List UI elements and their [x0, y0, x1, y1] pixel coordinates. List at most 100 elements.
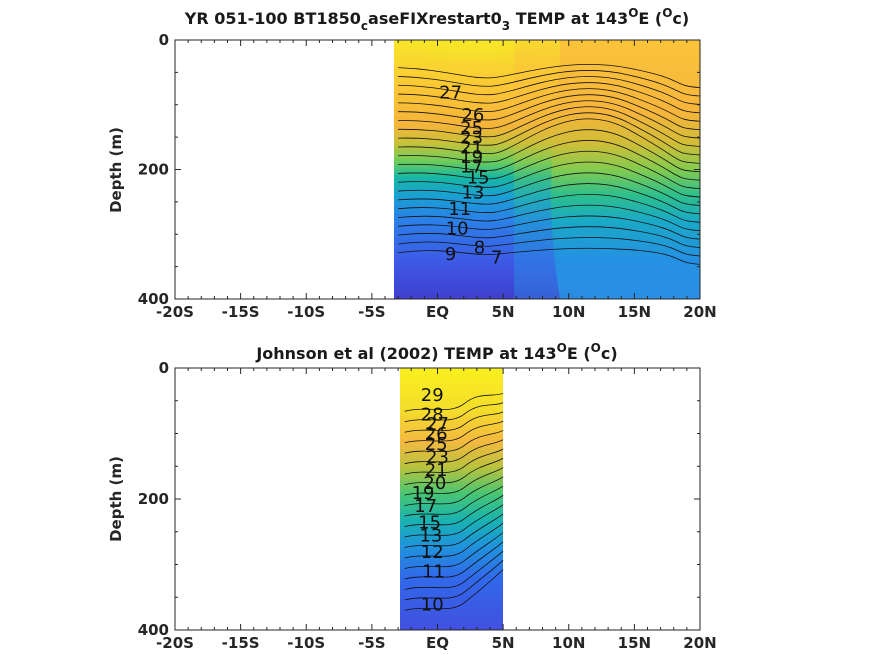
isotherm-line — [398, 140, 700, 181]
contour-label: 9 — [445, 244, 456, 265]
isotherm-line — [404, 569, 504, 611]
contour-label: 11 — [422, 562, 445, 583]
isotherm-line — [404, 467, 504, 496]
x-tick-label: -10S — [287, 303, 325, 321]
contour-label: 17 — [414, 496, 437, 517]
field-obs — [400, 368, 503, 630]
title-mid: aseFIXrestart0 — [368, 9, 502, 28]
contour-label: 23 — [426, 447, 449, 468]
title-end: c) — [672, 9, 689, 28]
contour-lines-top — [398, 64, 700, 265]
x-tick-label: 15N — [618, 303, 651, 321]
isotherm-line — [398, 118, 700, 164]
contour-label: 23 — [460, 128, 483, 149]
x-tick-label: 5N — [492, 634, 515, 652]
contour-label: 12 — [421, 542, 444, 563]
contour-label: 26 — [461, 105, 484, 126]
title-main: Johnson et al (2002) TEMP at 143 — [255, 344, 556, 363]
x-tick-label: -5S — [358, 634, 385, 652]
x-tick-label: -15S — [222, 634, 260, 652]
contour-label: 26 — [425, 424, 448, 445]
isotherm-line — [398, 129, 700, 173]
y-tick-label: 0 — [159, 31, 169, 49]
y-axis-label-top: Depth (m) — [107, 127, 125, 213]
y-tick-label: 0 — [159, 359, 169, 377]
isotherm-line — [398, 70, 700, 97]
isotherm-line — [404, 411, 504, 433]
y-tick-label: 200 — [138, 490, 169, 508]
isotherm-line — [404, 550, 504, 590]
isotherm-line — [398, 161, 700, 198]
isotherm-line — [398, 172, 700, 206]
title-tail: TEMP at 143 — [510, 9, 628, 28]
panel-bottom-title: Johnson et al (2002) TEMP at 143OE (Oc) — [255, 341, 617, 363]
isotherm-line — [404, 430, 504, 454]
panel-top-title: YR 051-100 BT1850caseFIXrestart03 TEMP a… — [184, 6, 689, 33]
x-tick-label: 20N — [683, 303, 716, 321]
isotherm-line — [398, 94, 700, 131]
x-tick-label: -20S — [156, 634, 194, 652]
isotherm-line — [404, 476, 504, 507]
isotherm-line — [404, 504, 504, 538]
axis-ticks-top: -20S -15S -10S -5S EQ 5N 10N 15N 20N 0 200 400 — [138, 31, 717, 321]
contour-label: 28 — [421, 404, 444, 425]
title-mid2: E ( — [638, 9, 662, 28]
x-tick-label: -20S — [156, 303, 194, 321]
panel-bottom: Johnson et al (2002) TEMP at 143OE (Oc) … — [107, 341, 717, 652]
x-tick-label: -5S — [358, 303, 385, 321]
contour-label: 19 — [412, 483, 435, 504]
isotherm-line — [404, 457, 504, 486]
isotherm-line — [398, 64, 700, 89]
isotherm-line — [398, 82, 700, 114]
isotherm-line — [404, 560, 504, 601]
y-tick-label: 400 — [138, 621, 169, 639]
isotherm-line — [398, 100, 700, 139]
title-main: YR 051-100 BT1850 — [184, 9, 361, 28]
contour-label: 10 — [446, 218, 469, 239]
contour-lines-bottom — [404, 392, 504, 611]
x-tick-label: -10S — [287, 634, 325, 652]
isotherm-line — [398, 150, 700, 190]
x-tick-label: 10N — [552, 303, 585, 321]
title-sup: O — [662, 6, 672, 20]
warm-pool — [380, 40, 560, 100]
isotherm-line — [404, 541, 504, 580]
y-tick-label: 400 — [138, 290, 169, 308]
title-sub: 3 — [502, 19, 510, 33]
y-tick-label: 200 — [138, 161, 169, 179]
isotherm-line — [398, 193, 700, 223]
contour-label: 19 — [460, 147, 483, 168]
contour-label: 25 — [425, 434, 448, 455]
isotherm-line — [398, 226, 700, 248]
isotherm-line — [404, 392, 504, 412]
panel-top: YR 051-100 BT1850caseFIXrestart03 TEMP a… — [107, 6, 717, 321]
x-tick-label: EQ — [426, 303, 449, 321]
title-end: c) — [601, 344, 618, 363]
x-tick-label: -15S — [222, 303, 260, 321]
contour-label: 13 — [419, 526, 442, 547]
title-sup: O — [628, 6, 638, 20]
isotherm-line — [404, 513, 504, 548]
contour-label: 25 — [460, 118, 483, 139]
contour-label: 15 — [467, 168, 490, 189]
x-tick-label: 5N — [492, 303, 515, 321]
contour-label: 27 — [439, 82, 462, 103]
isotherm-line — [398, 106, 700, 147]
isotherm-line — [398, 76, 700, 105]
contour-label: 27 — [426, 414, 449, 435]
cool-core — [430, 219, 650, 299]
contour-label: 8 — [474, 238, 485, 259]
x-tick-label: 10N — [552, 634, 585, 652]
title-sup: O — [557, 341, 567, 355]
x-tick-label: 15N — [618, 634, 651, 652]
isotherm-line — [404, 402, 504, 423]
contour-label: 20 — [423, 473, 446, 494]
contour-label: 13 — [461, 183, 484, 204]
isotherm-line — [398, 215, 700, 240]
contour-label: 17 — [460, 157, 483, 178]
